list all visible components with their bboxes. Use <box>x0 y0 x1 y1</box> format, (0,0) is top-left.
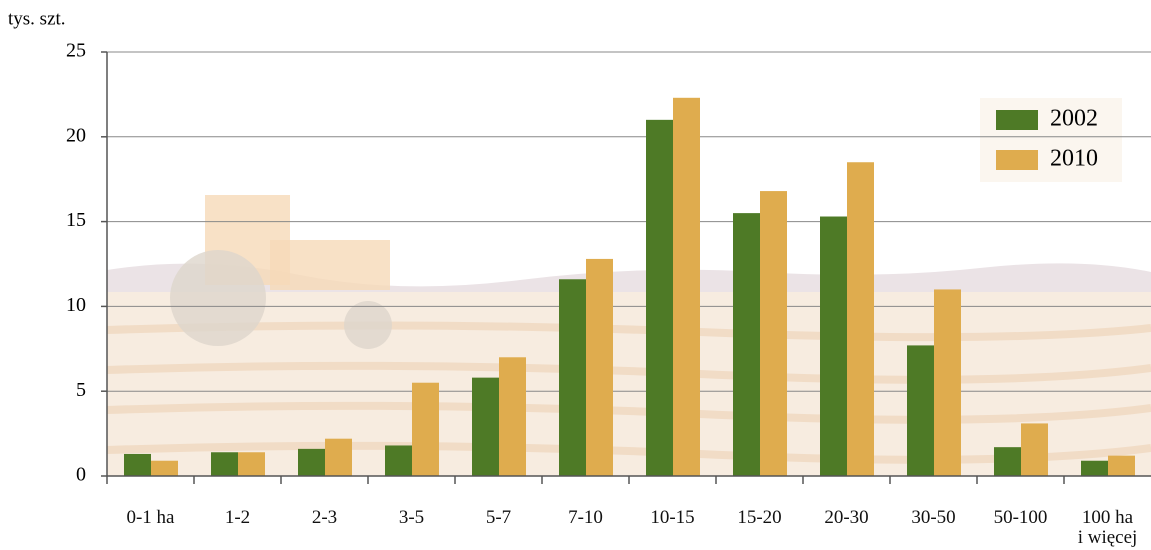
x-tick-label: 15-20 <box>737 507 782 528</box>
x-tick-label: 2-3 <box>311 507 338 528</box>
legend-label: 2002 <box>1050 106 1098 132</box>
x-tick-label: 5-7 <box>485 507 512 528</box>
x-tick-label: 10-15 <box>650 507 695 528</box>
x-tick-label: 20-30 <box>824 507 869 528</box>
bar <box>760 191 787 476</box>
bar <box>385 445 412 476</box>
y-tick-label: 5 <box>76 379 86 401</box>
x-tick-label: 30-50 <box>911 507 956 528</box>
y-tick-label: 0 <box>76 464 86 486</box>
x-tick-label: 0-1 ha <box>126 507 175 528</box>
x-tick-label: 7-10 <box>568 507 603 528</box>
bar <box>499 357 526 476</box>
bar <box>1081 460 1108 476</box>
legend: 2002 2010 <box>980 98 1122 182</box>
bar <box>907 345 934 476</box>
bar <box>211 452 238 476</box>
y-axis-label: tys. szt. <box>8 8 66 29</box>
legend-swatch <box>996 150 1038 170</box>
x-tick-label: 3-5 <box>398 507 425 528</box>
x-tick-label: 100 ha i więcej <box>1077 507 1138 548</box>
y-tick-label: 20 <box>66 124 86 146</box>
background-illustration <box>106 195 1151 476</box>
bar <box>151 460 178 476</box>
bar <box>298 448 325 476</box>
bar <box>673 97 700 477</box>
bar <box>325 438 352 476</box>
y-tick-label: 25 <box>66 40 86 62</box>
bar <box>733 213 760 476</box>
bar <box>238 452 265 476</box>
bar <box>559 279 586 476</box>
y-tick-label: 15 <box>66 209 86 231</box>
bar <box>934 289 961 476</box>
y-tick-label: 10 <box>66 294 86 316</box>
bar <box>820 216 847 476</box>
bar <box>412 382 439 476</box>
bar <box>1021 423 1048 476</box>
legend-label: 2010 <box>1050 146 1098 172</box>
legend-swatch <box>996 110 1038 130</box>
bar <box>124 453 151 476</box>
bar <box>586 258 613 476</box>
x-tick-label: 1-2 <box>224 507 251 528</box>
bar <box>472 377 499 476</box>
x-tick-label: 50-100 <box>993 507 1048 528</box>
bar <box>847 162 874 477</box>
bar <box>646 119 673 476</box>
bar <box>1108 455 1135 476</box>
bar <box>994 447 1021 476</box>
